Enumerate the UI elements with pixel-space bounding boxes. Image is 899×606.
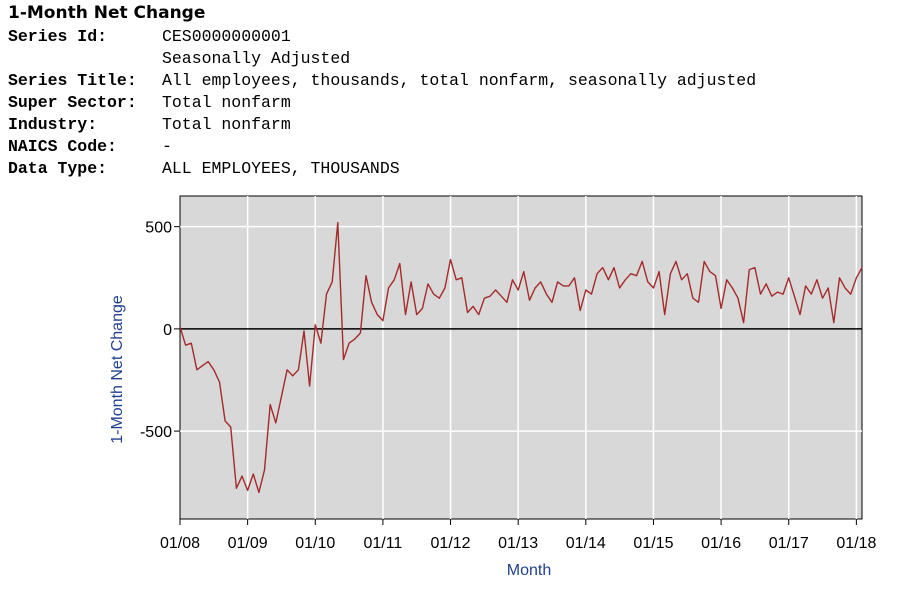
metadata-label: Series Id: [8, 27, 108, 46]
grid-lines [180, 196, 862, 519]
y-tick-label: -500 [140, 424, 172, 441]
metadata-row: Series Id: CES0000000001 [8, 26, 756, 48]
metadata-value: CES0000000001 [162, 27, 291, 46]
metadata-row: Data Type: ALL EMPLOYEES, THOUSANDS [8, 158, 756, 180]
series-metadata: Series Id: CES0000000001 Seasonally Adjust… [8, 26, 756, 180]
metadata-row: Series Title: All employees, thousands, t… [8, 70, 756, 92]
metadata-row: Seasonally Adjusted [8, 48, 756, 70]
x-axis-label: Month [507, 562, 551, 579]
metadata-label: Series Title: [8, 71, 137, 90]
metadata-label: Super Sector: [8, 93, 137, 112]
metadata-label: Data Type: [8, 159, 108, 178]
plot-area [179, 195, 863, 520]
y-axis-label: 1-Month Net Change [109, 295, 126, 444]
metadata-row: NAICS Code: - [8, 136, 756, 158]
metadata-value: Seasonally Adjusted [162, 49, 351, 68]
y-tick-label: 0 [163, 322, 172, 339]
series-layer [179, 221, 863, 494]
x-tick-label: 01/13 [498, 535, 538, 552]
x-tick-label: 01/08 [160, 535, 200, 552]
metadata-value: - [162, 137, 172, 156]
metadata-value: All employees, thousands, total nonfarm,… [162, 71, 757, 90]
x-tick-label: 01/14 [566, 535, 606, 552]
metadata-value: Total nonfarm [162, 93, 291, 112]
x-tick-label: 01/16 [701, 535, 741, 552]
metadata-value: ALL EMPLOYEES, THOUSANDS [162, 159, 400, 178]
x-tick-label: 01/10 [295, 535, 335, 552]
x-tick-label: 01/11 [363, 535, 402, 552]
y-axis: 500 0 -500 [140, 220, 180, 441]
x-tick-label: 01/12 [431, 535, 471, 552]
metadata-value: Total nonfarm [162, 115, 291, 134]
metadata-label: Industry: [8, 115, 98, 134]
y-tick-label: 500 [145, 220, 172, 237]
x-tick-label: 01/17 [769, 535, 809, 552]
metadata-row: Super Sector: Total nonfarm [8, 92, 756, 114]
x-tick-label: 01/18 [836, 535, 876, 552]
metadata-row: Industry: Total nonfarm [8, 114, 756, 136]
metadata-label: NAICS Code: [8, 137, 117, 156]
x-tick-label: 01/15 [633, 535, 673, 552]
series-line [179, 221, 863, 494]
x-axis: 01/08 01/09 01/10 01/11 01/12 01/13 01/14 01/15… [160, 519, 876, 552]
page-title: 1-Month Net Change [8, 3, 206, 23]
x-tick-label: 01/09 [228, 535, 268, 552]
